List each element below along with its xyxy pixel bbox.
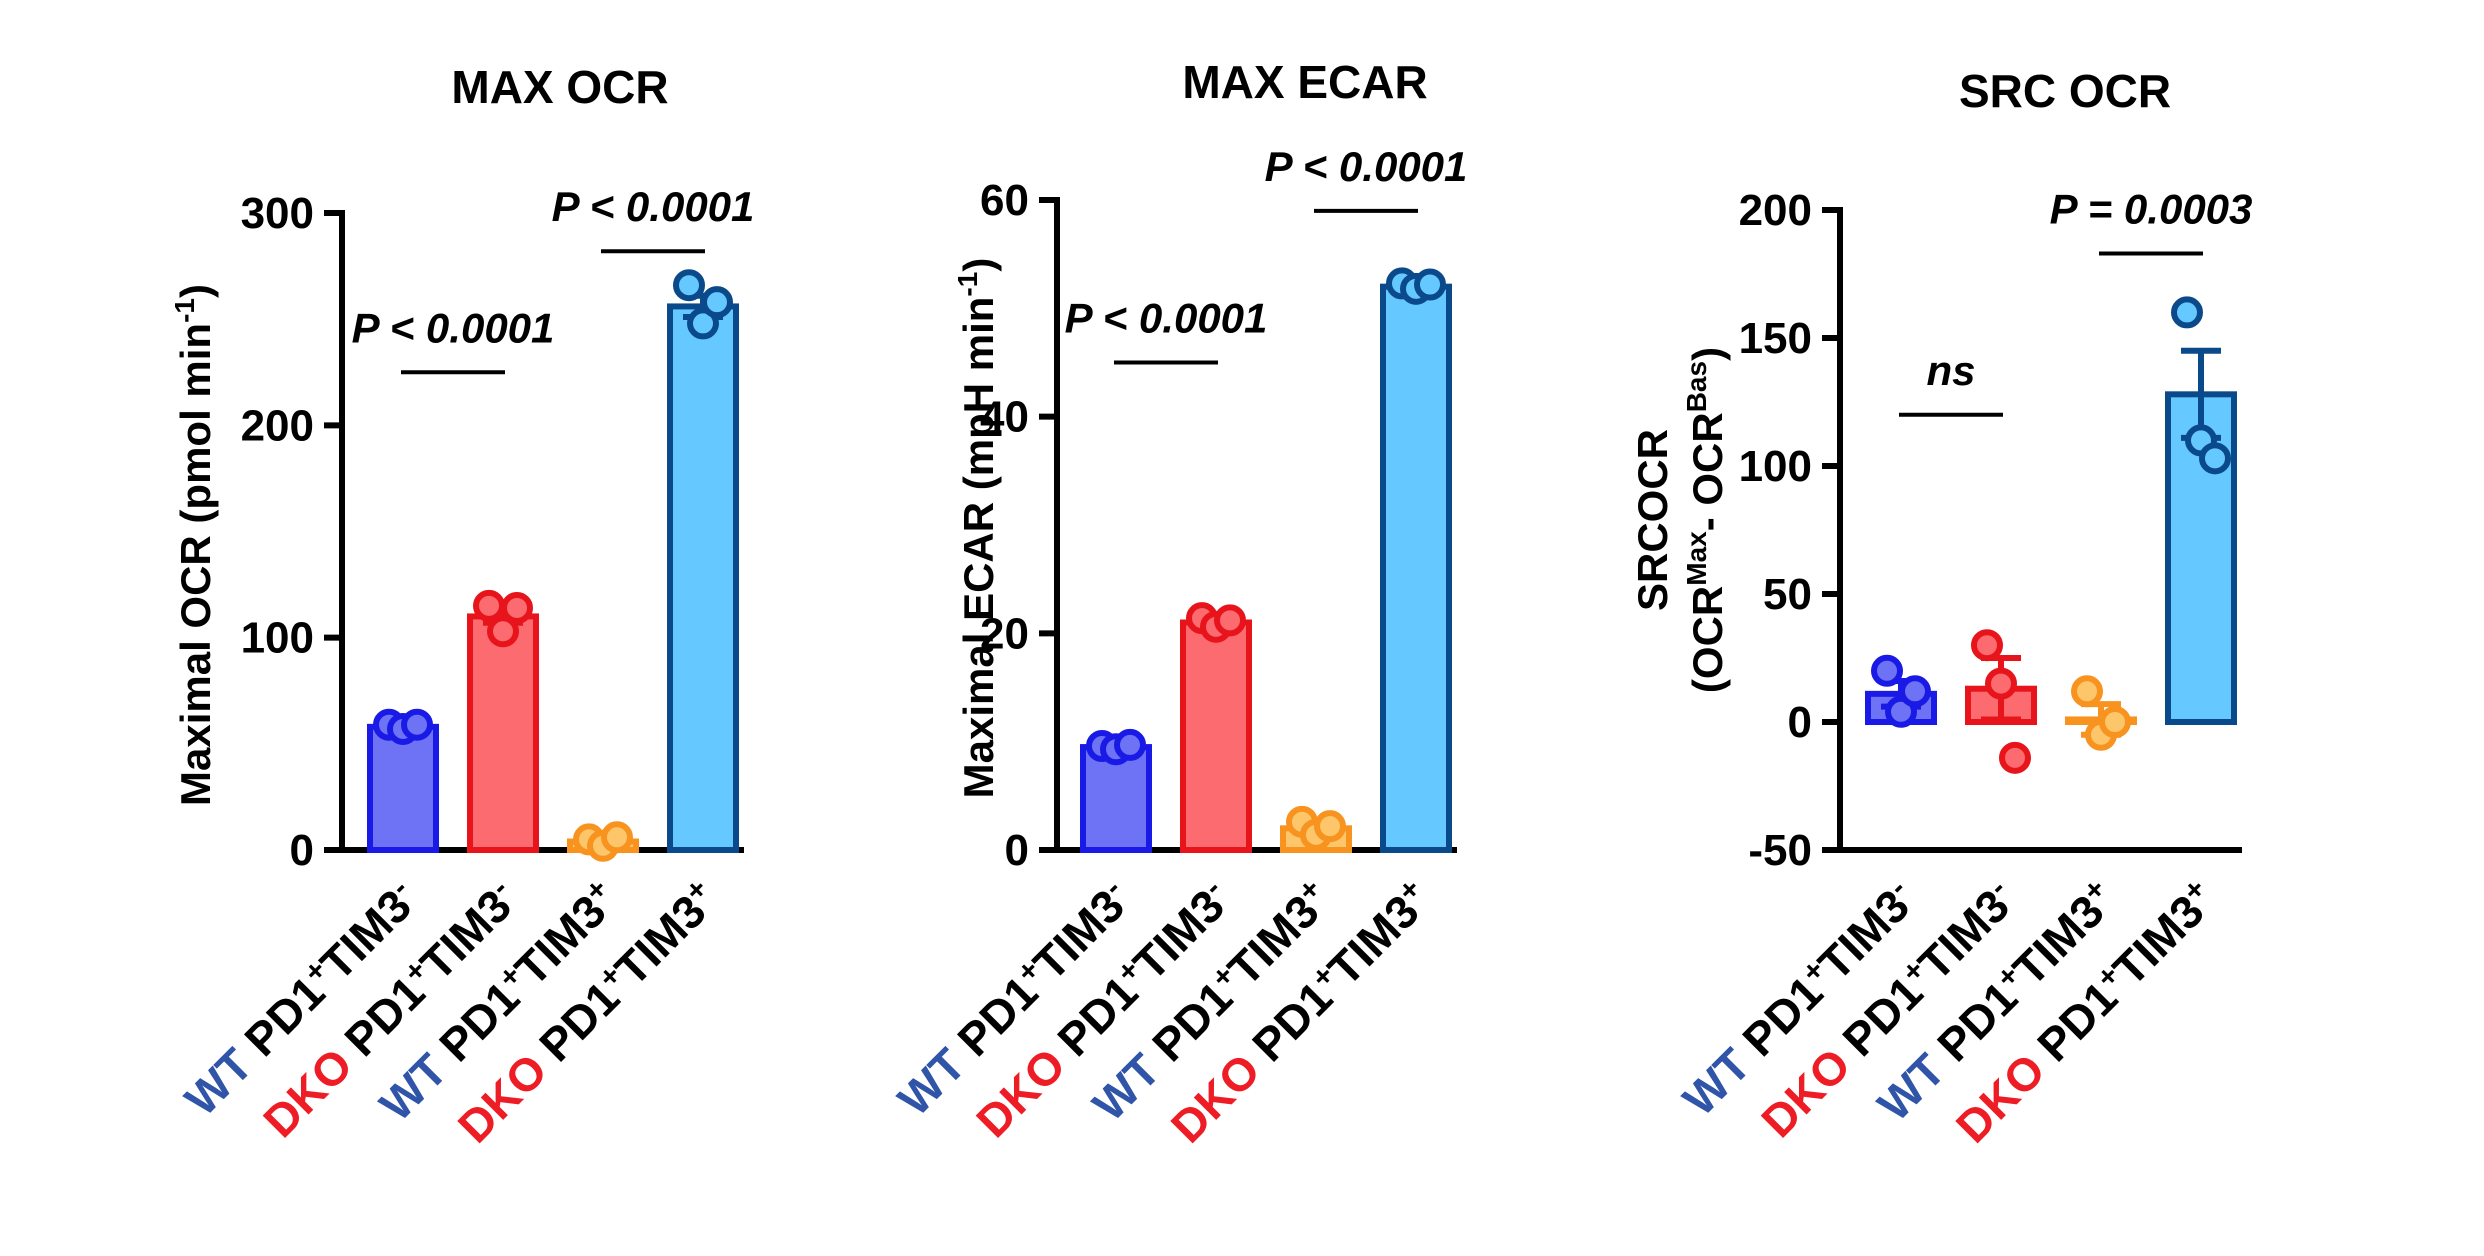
p-value-label: P < 0.0001	[552, 183, 755, 230]
data-point	[1899, 675, 1931, 708]
y-tick-label: 200	[241, 401, 314, 450]
data-point	[2199, 442, 2231, 475]
chart-panel-src-ocr: SRC OCR SRCOCR (OCRMax- OCRBas) -50 0 50 10…	[1629, 65, 2252, 1153]
chart-panel-max-ecar: MAX ECAR Maximal ECAR (mpH min-1) 0 20 40 6…	[888, 56, 1468, 1153]
p-value-label: P = 0.0003	[2050, 186, 2253, 233]
bar	[367, 723, 439, 854]
y-tick-label: 300	[241, 189, 314, 238]
y-tick-label: 0	[290, 826, 314, 875]
y-axis-label: Maximal ECAR (mpH min-1)	[952, 258, 1002, 799]
y-tick-label: 100	[241, 614, 314, 663]
bar	[1180, 619, 1252, 853]
y-tick-label: 50	[1763, 570, 1812, 619]
data-point	[1214, 604, 1246, 637]
y-axis-label-line1: SRCOCR	[1629, 429, 1676, 611]
y-tick-label: 40	[980, 393, 1029, 442]
y-axis-label-line2: (OCRMax- OCRBas)	[1681, 347, 1731, 693]
data-point	[2071, 675, 2103, 708]
data-point	[687, 307, 719, 340]
data-point	[1414, 268, 1446, 301]
data-point	[487, 615, 519, 648]
y-axis-label: Maximal OCR (pmol min-1)	[169, 284, 219, 806]
chart-panel-max-ocr: MAX OCR Maximal OCR (pmol min-1) 0 100 200…	[169, 61, 754, 1153]
data-point	[473, 589, 505, 622]
p-value-label: P < 0.0001	[1265, 143, 1468, 190]
data-point	[2099, 706, 2131, 738]
data-point	[1971, 629, 2003, 662]
data-point	[2171, 296, 2203, 329]
data-point	[673, 269, 705, 302]
bar	[667, 303, 739, 853]
data-point	[601, 821, 633, 854]
data-point	[1999, 741, 2031, 774]
y-tick-label: -50	[1748, 826, 1812, 875]
bar	[467, 613, 539, 854]
chart-title: MAX ECAR	[1182, 56, 1427, 108]
p-value-label: P < 0.0001	[1065, 295, 1268, 342]
data-point	[1985, 667, 2017, 700]
y-tick-label: 0	[1788, 698, 1812, 747]
data-point	[1871, 654, 1903, 687]
data-point	[501, 591, 533, 624]
bar	[1380, 283, 1452, 853]
y-tick-label: 150	[1739, 314, 1812, 363]
y-tick-label: 20	[980, 609, 1029, 658]
y-tick-label: 100	[1739, 442, 1812, 491]
p-value-label: P < 0.0001	[352, 304, 555, 351]
data-point	[1114, 728, 1146, 761]
y-tick-label: 0	[1005, 826, 1029, 875]
data-point	[401, 708, 433, 741]
data-point	[701, 286, 733, 319]
y-tick-label: 60	[980, 176, 1029, 225]
p-value-label: ns	[1926, 347, 1975, 394]
chart-title: SRC OCR	[1959, 65, 2171, 117]
data-point	[1314, 810, 1346, 843]
chart-title: MAX OCR	[451, 61, 668, 113]
y-tick-label: 200	[1739, 186, 1812, 235]
